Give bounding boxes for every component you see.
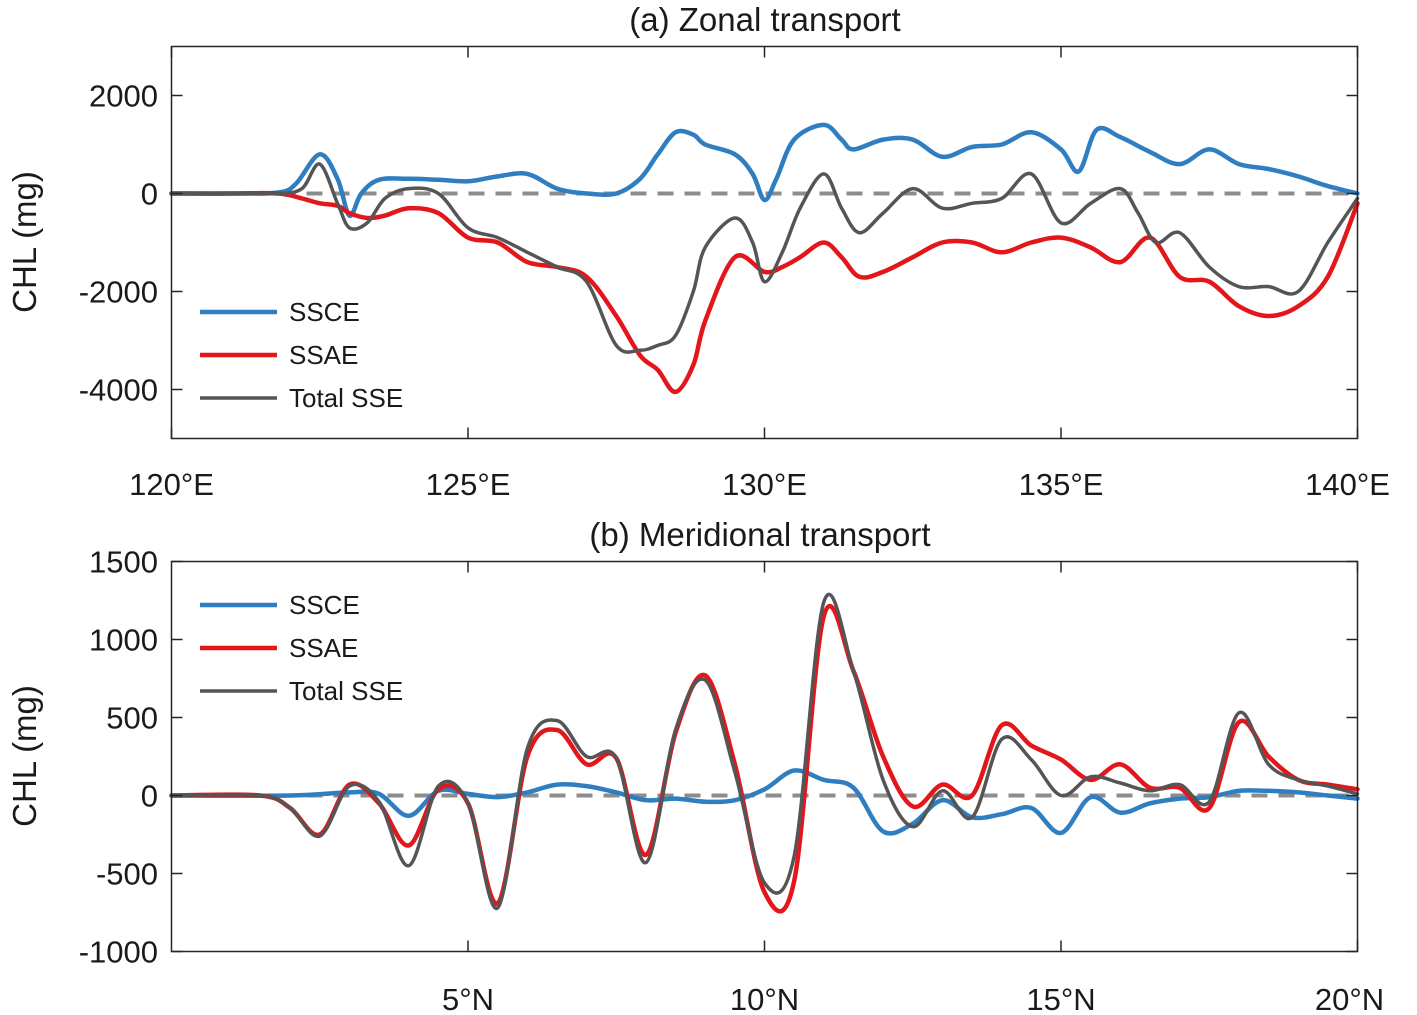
series-line-ssae	[169, 190, 1360, 395]
y-tick-label: 0	[141, 177, 158, 212]
y-tick-label: -500	[96, 857, 158, 892]
panel-a-tick-marks	[170, 46, 1359, 439]
y-tick-label: -2000	[79, 275, 158, 310]
legend-label: SSCE	[289, 297, 360, 327]
panel-b-meridional: (b) Meridional transport CHL (mg) 5°N 10°…	[6, 516, 1384, 1015]
series-line-ssce	[169, 768, 1360, 836]
y-tick-label: 0	[141, 779, 158, 814]
panel-b-xtick-labels: 5°N 10°N 15°N 20°N	[442, 982, 1384, 1015]
panel-b-ytick-labels: 1500 1000 500 0 -500 -1000	[79, 545, 158, 970]
panel-a-zonal: (a) Zonal transport CHL (mg) 120°E 125°E 1…	[6, 1, 1390, 502]
y-tick-label: 500	[106, 701, 158, 736]
panel-a-axes-box	[170, 45, 1359, 440]
y-tick-label: -1000	[79, 935, 158, 970]
series-line-ssce	[169, 122, 1360, 218]
panel-a-title: (a) Zonal transport	[629, 1, 900, 38]
legend-label: SSAE	[289, 340, 358, 370]
panel-a-xtick-labels: 120°E 125°E 130°E 135°E 140°E	[129, 467, 1390, 502]
y-tick-label: 1500	[89, 545, 158, 580]
panel-a-series	[169, 122, 1360, 395]
panel-b-legend: SSCE SSAE Total SSE	[200, 590, 403, 706]
legend-label: Total SSE	[289, 383, 403, 413]
x-tick-label: 20°N	[1315, 982, 1384, 1015]
legend-label: SSAE	[289, 633, 358, 663]
x-tick-label: 130°E	[722, 467, 807, 502]
x-tick-label: 15°N	[1026, 982, 1095, 1015]
y-tick-label: 2000	[89, 79, 158, 114]
legend-label: SSCE	[289, 590, 360, 620]
panel-a-ylabel: CHL (mg)	[6, 171, 43, 313]
series-line-total-sse	[169, 162, 1360, 354]
y-tick-label: -4000	[79, 373, 158, 408]
y-tick-label: 1000	[89, 623, 158, 658]
panel-b-series	[169, 592, 1360, 914]
panel-a-ytick-labels: 2000 0 -2000 -4000	[79, 79, 158, 408]
legend-label: Total SSE	[289, 676, 403, 706]
x-tick-label: 120°E	[129, 467, 214, 502]
x-tick-label: 135°E	[1019, 467, 1104, 502]
x-tick-label: 10°N	[730, 982, 799, 1015]
panel-b-ylabel: CHL (mg)	[6, 685, 43, 827]
panel-b-title: (b) Meridional transport	[589, 516, 930, 553]
x-tick-label: 140°E	[1305, 467, 1390, 502]
x-tick-label: 5°N	[442, 982, 494, 1015]
series-line-total-sse	[169, 592, 1360, 910]
panel-b-axes-box	[170, 560, 1359, 953]
x-tick-label: 125°E	[426, 467, 511, 502]
panel-a-legend: SSCE SSAE Total SSE	[200, 297, 403, 413]
